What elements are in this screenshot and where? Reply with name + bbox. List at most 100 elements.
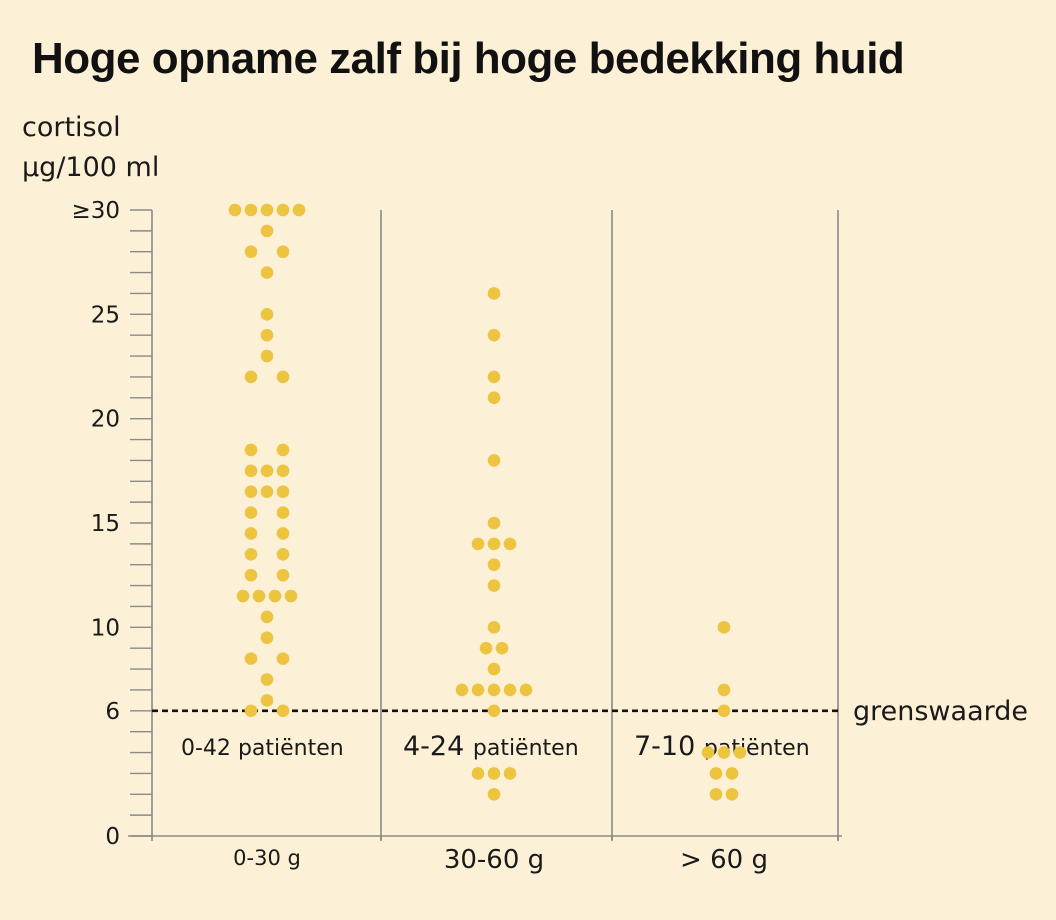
- group-label: 7-10 patiënten: [634, 731, 810, 762]
- data-point: [260, 610, 274, 624]
- data-point: [487, 328, 501, 342]
- y-tick-label: 6: [105, 699, 120, 725]
- data-point: [487, 683, 501, 697]
- data-point: [260, 266, 274, 279]
- y-tick-label: 20: [91, 407, 120, 433]
- data-point: [260, 631, 274, 645]
- x-axis-labels: 0-30 g 30-60 g > 60 g: [233, 845, 768, 875]
- data-point: [487, 704, 501, 718]
- x-category-label: 0-30 g: [233, 846, 301, 870]
- data-point: [276, 704, 290, 718]
- data-point: [717, 621, 731, 634]
- data-point: [725, 767, 739, 780]
- data-point: [503, 767, 517, 780]
- data-point: [244, 245, 258, 259]
- data-point: [260, 464, 274, 478]
- data-point: [244, 652, 258, 665]
- group-label: 0-42 patiënten: [181, 736, 344, 761]
- y-tick-label: 25: [91, 302, 120, 328]
- data-point: [244, 370, 258, 384]
- data-point: [717, 704, 731, 718]
- data-point: [244, 443, 258, 457]
- data-point: [260, 203, 274, 217]
- group-label: 4-24 patiënten: [403, 731, 579, 762]
- y-tick-label: 0: [105, 824, 120, 850]
- data-point: [260, 224, 274, 238]
- data-point: [709, 787, 723, 801]
- data-point: [244, 548, 258, 561]
- data-point: [276, 464, 290, 478]
- group-label-range: 7-10: [634, 731, 704, 762]
- data-point: [260, 485, 274, 499]
- data-point: [487, 558, 501, 572]
- data-point: [471, 683, 485, 697]
- data-point: [260, 694, 274, 707]
- data-point: [244, 485, 258, 499]
- data-point: [709, 767, 723, 780]
- data-point: [471, 767, 485, 780]
- y-tick-label: 15: [91, 511, 120, 537]
- data-point: [260, 349, 274, 363]
- data-point: [244, 704, 258, 718]
- data-points: [228, 203, 747, 801]
- data-point: [487, 662, 501, 676]
- data-point: [244, 568, 258, 582]
- group-label-range: 4-24: [403, 731, 473, 762]
- group-label-text: patiënten: [473, 736, 579, 761]
- y-tick-label: ≥30: [71, 198, 120, 224]
- data-point: [244, 506, 258, 519]
- data-point: [495, 641, 509, 655]
- data-point: [260, 308, 274, 321]
- data-point: [487, 370, 501, 384]
- x-category-label: 30-60 g: [444, 845, 544, 875]
- data-point: [228, 203, 242, 217]
- x-category-label: > 60 g: [680, 845, 768, 875]
- data-point: [487, 391, 501, 405]
- threshold-label: grenswaarde: [853, 696, 1028, 727]
- data-point: [276, 568, 290, 582]
- category-dividers: [380, 210, 839, 840]
- data-point: [503, 683, 517, 697]
- data-point: [487, 621, 501, 634]
- data-point: [487, 787, 501, 801]
- data-point: [487, 454, 501, 467]
- data-point: [733, 746, 747, 759]
- data-point: [276, 203, 290, 217]
- data-point: [487, 287, 501, 300]
- data-point: [276, 443, 290, 457]
- data-point: [717, 746, 731, 759]
- data-point: [725, 787, 739, 801]
- data-point: [487, 579, 501, 592]
- data-point: [292, 203, 306, 217]
- data-point: [276, 370, 290, 384]
- data-point: [276, 652, 290, 665]
- data-point: [701, 746, 715, 759]
- data-point: [244, 464, 258, 478]
- data-point: [284, 589, 298, 603]
- y-tick-label: 10: [91, 615, 120, 641]
- data-point: [471, 537, 485, 551]
- data-point: [503, 537, 517, 551]
- data-point: [276, 506, 290, 519]
- data-point: [268, 589, 282, 603]
- data-point: [487, 767, 501, 780]
- data-point: [236, 589, 250, 603]
- data-point: [252, 589, 266, 603]
- data-point: [487, 537, 501, 551]
- y-axis-label-line2: µg/100 ml: [22, 152, 160, 183]
- data-point: [276, 485, 290, 499]
- chart-title: Hoge opname zalf bij hoge bedekking huid: [32, 34, 905, 83]
- group-label-range: 0-42: [181, 736, 238, 761]
- data-point: [455, 683, 469, 697]
- data-point: [276, 527, 290, 540]
- group-labels: 0-42 patiënten 4-24 patiënten 7-10 patiënt…: [181, 731, 810, 762]
- data-point: [487, 516, 501, 530]
- y-axis-label-line1: cortisol: [22, 112, 121, 143]
- data-point: [717, 683, 731, 697]
- data-point: [276, 548, 290, 561]
- data-point: [244, 527, 258, 540]
- y-axis: 0 6 10 15 20 25 ≥30: [71, 198, 842, 850]
- data-point: [260, 673, 274, 686]
